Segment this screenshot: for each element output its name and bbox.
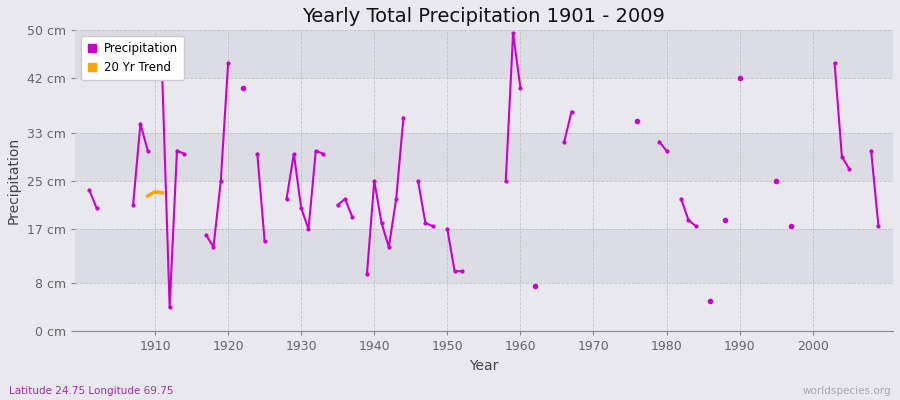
Bar (75, 181, 893, 229)
Bar (75, 133, 893, 181)
Bar (75, 229, 893, 283)
Bar (75, 30, 893, 78)
Text: Latitude 24.75 Longitude 69.75: Latitude 24.75 Longitude 69.75 (9, 386, 174, 396)
X-axis label: Year: Year (469, 359, 499, 373)
Title: Yearly Total Precipitation 1901 - 2009: Yearly Total Precipitation 1901 - 2009 (302, 7, 665, 26)
Bar (75, 283, 893, 332)
Legend: Precipitation, 20 Yr Trend: Precipitation, 20 Yr Trend (81, 36, 184, 80)
Bar (75, 78, 893, 133)
Text: worldspecies.org: worldspecies.org (803, 386, 891, 396)
Y-axis label: Precipitation: Precipitation (7, 137, 21, 224)
